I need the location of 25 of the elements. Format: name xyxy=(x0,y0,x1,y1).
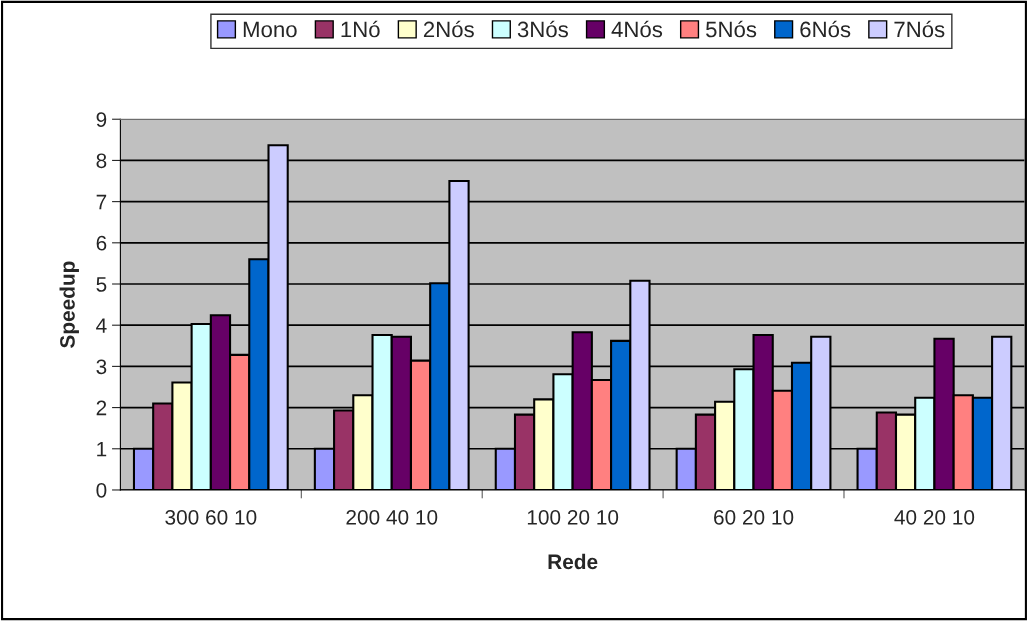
x-tick-label: 60 20 10 xyxy=(714,509,794,525)
y-tick-label: 4 xyxy=(96,318,107,333)
legend-label: 7Nós xyxy=(894,20,945,38)
legend-label: Mono xyxy=(243,21,297,38)
y-tick-label: 5 xyxy=(96,277,107,292)
y-tick-label: 6 xyxy=(96,235,107,251)
legend-label: 5Nós xyxy=(706,20,757,38)
y-tick-label: 7 xyxy=(96,194,107,210)
legend-label: 3Nós xyxy=(517,20,568,38)
y-axis-title: Speedup xyxy=(59,261,79,348)
legend-label: 2Nós xyxy=(423,20,474,38)
legend-label: 6Nós xyxy=(800,20,851,38)
x-tick-label: 300 60 10 xyxy=(165,509,257,525)
x-tick-label: 100 20 10 xyxy=(527,509,619,525)
y-tick-label: 2 xyxy=(96,400,107,416)
legend-label: 1Nó xyxy=(341,20,380,38)
y-tick-label: 8 xyxy=(96,153,107,169)
x-axis-title: Rede xyxy=(548,553,598,570)
x-tick-label: 200 40 10 xyxy=(346,509,438,525)
y-tick-label: 0 xyxy=(96,482,107,498)
legend-label: 4Nós xyxy=(611,20,663,38)
y-tick-label: 3 xyxy=(96,359,107,375)
y-tick-label: 1 xyxy=(97,441,107,457)
x-tick-label: 40 20 10 xyxy=(894,509,975,525)
y-tick-label: 9 xyxy=(96,112,107,127)
